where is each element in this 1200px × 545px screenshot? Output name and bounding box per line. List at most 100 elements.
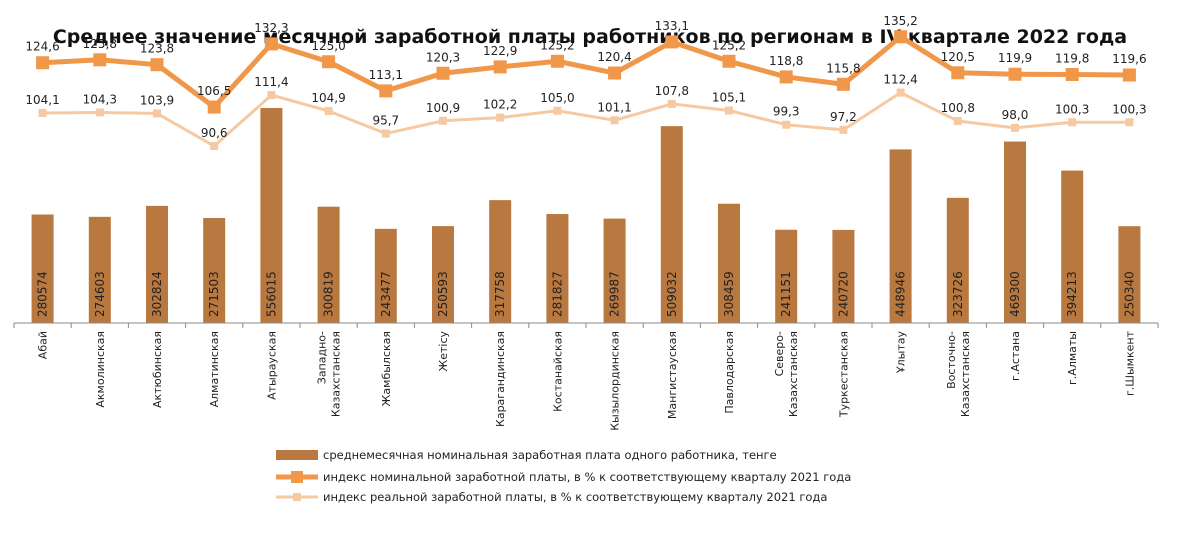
bar-value-label: 448946 [894, 271, 908, 317]
category-label-line: Атырауская [265, 331, 278, 400]
lines-layer [36, 30, 1136, 151]
nominal-index-point [550, 54, 564, 68]
category-label-line: Ұлытау [895, 331, 908, 375]
bar [1061, 170, 1084, 323]
category-label-line: Восточно- [945, 331, 958, 389]
nominal-index-point [722, 54, 736, 68]
bar-value-label: 317758 [493, 271, 507, 317]
real-index-label: 112,4 [883, 73, 917, 87]
category-label: Северо- Казахстанская [773, 331, 800, 417]
real-index-label: 111,4 [254, 75, 288, 89]
real-index-point [153, 109, 161, 118]
category-labels: Абай Акмолинская Актюбинская Алматинская Аты… [37, 330, 1137, 430]
category-label-line: Актюбинская [151, 331, 164, 408]
bar [1004, 141, 1026, 323]
real-index-point [1125, 118, 1134, 127]
nominal-index-label: 119,6 [1112, 52, 1146, 66]
real-index-label: 107,8 [655, 84, 689, 98]
category-label: Ұлытау [895, 331, 908, 375]
real-index-line [42, 91, 1130, 148]
nominal-index-point [894, 30, 908, 44]
real-index-point [896, 88, 905, 97]
bar [489, 200, 512, 323]
bar [203, 218, 226, 323]
bar-value-label: 302824 [150, 271, 164, 317]
real-index-label: 99,3 [773, 105, 800, 119]
category-label-line: г.Астана [1009, 331, 1022, 381]
category-label: г.Шымкент [1123, 330, 1136, 396]
bar-value-label: 243477 [379, 271, 393, 317]
legend: среднемесячная номинальная заработная пл… [276, 448, 851, 504]
bar-value-label: 323726 [951, 271, 965, 317]
bar [432, 226, 454, 323]
nominal-index-label: 132,3 [254, 21, 288, 35]
real-index-point [839, 125, 848, 134]
category-label-line: Костанайская [551, 331, 564, 412]
category-label-line: г.Алматы [1066, 331, 1079, 385]
category-label: Западно- Казахстанская [316, 331, 343, 417]
nominal-index-label: 120,3 [426, 50, 460, 64]
nominal-index-point [608, 66, 622, 80]
category-label: г.Алматы [1066, 331, 1079, 385]
real-index-point [38, 108, 47, 117]
legend-label: индекс реальной заработной платы, в % к … [323, 490, 827, 504]
real-index-label: 95,7 [372, 114, 399, 128]
bar-value-label: 250593 [436, 271, 450, 317]
nominal-index-point [436, 66, 450, 80]
nominal-index-point [150, 58, 164, 72]
legend-bar-swatch [276, 450, 318, 460]
bar [1118, 226, 1141, 323]
real-index-label: 104,9 [311, 91, 345, 105]
bar-value-label: 469300 [1008, 271, 1022, 317]
category-label: Жамбылская [380, 331, 393, 406]
real-index-point [267, 91, 276, 100]
nominal-index-label: 118,8 [769, 54, 803, 68]
nominal-index-line [42, 34, 1130, 110]
bar [317, 206, 340, 323]
category-label: Акмолинская [94, 331, 107, 408]
real-index-label: 97,2 [830, 110, 857, 124]
nominal-index-label: 133,1 [655, 19, 689, 33]
category-label: Восточно- Казахстанская [945, 331, 972, 417]
real-index-point [1011, 123, 1019, 132]
real-index-label: 100,9 [426, 101, 460, 115]
category-label-line: Туркестанская [837, 331, 850, 418]
nominal-index-label: 123,8 [140, 42, 174, 56]
nominal-index-point [665, 35, 679, 49]
legend-real-marker [293, 493, 301, 501]
bar-value-label: 281827 [550, 271, 564, 317]
real-index-point [439, 116, 447, 125]
category-label: Кызылординская [609, 331, 622, 431]
category-label: Костанайская [551, 331, 564, 412]
category-label-line: Павлодарская [723, 331, 736, 414]
legend-label: индекс номинальной заработной платы, в %… [323, 470, 851, 484]
nominal-index-label: 124,6 [25, 40, 59, 54]
real-index-point [381, 129, 390, 138]
nominal-index-point [264, 37, 278, 51]
nominal-index-point [322, 55, 336, 69]
real-index-point [953, 117, 962, 126]
category-label-line: г.Шымкент [1123, 330, 1136, 396]
real-index-point [553, 106, 562, 115]
real-index-label: 90,6 [201, 126, 228, 140]
real-index-label: 100,8 [941, 101, 975, 115]
bar [88, 216, 111, 323]
real-index-label: 102,2 [483, 98, 517, 112]
category-label-line: Мангистауская [666, 331, 679, 419]
nominal-index-point [1065, 67, 1079, 81]
category-label: Туркестанская [837, 331, 850, 418]
bar-value-label: 241151 [779, 271, 793, 317]
real-index-label: 98,0 [1002, 108, 1029, 122]
real-index-point [610, 116, 619, 125]
bar-value-label: 556015 [264, 271, 278, 317]
real-index-point [210, 142, 219, 151]
category-label-line: Северо- [773, 331, 786, 376]
real-index-label: 101,1 [597, 100, 631, 114]
nominal-index-label: 135,2 [883, 14, 917, 28]
category-label: г.Астана [1009, 331, 1022, 381]
bar-value-label: 240720 [836, 271, 850, 317]
real-index-label: 105,1 [712, 91, 746, 105]
nominal-index-label: 125,0 [311, 39, 345, 53]
nominal-index-point [93, 53, 107, 67]
bar-value-label: 308459 [722, 271, 736, 317]
